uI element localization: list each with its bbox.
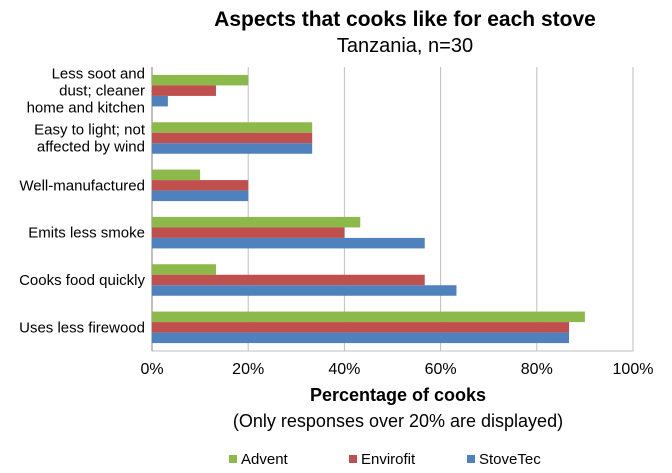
legend-label: Advent xyxy=(241,451,289,468)
chart-subtitle: Tanzania, n=30 xyxy=(337,35,473,57)
category-label: Uses less firewood xyxy=(19,319,145,336)
bar-advent xyxy=(152,122,313,133)
bar-advent xyxy=(152,216,361,228)
bar-advent xyxy=(152,264,216,275)
legend-swatch xyxy=(467,455,475,463)
bar-envirofit xyxy=(152,274,425,286)
bar-envirofit xyxy=(152,227,345,238)
legend-item-envirofit: Envirofit xyxy=(349,451,416,468)
legend-label: StoveTec xyxy=(479,451,541,468)
legend-item-stovetec: StoveTec xyxy=(467,451,541,468)
bar-envirofit xyxy=(152,132,313,144)
category-label: Well-manufactured xyxy=(19,177,145,194)
legend-label: Envirofit xyxy=(361,451,416,468)
bar-stovetec xyxy=(152,143,313,154)
category-labels: Less soot and dust; cleaner home and kitch… xyxy=(19,66,146,337)
x-axis-title: Percentage of cooks xyxy=(310,385,486,405)
legend-swatch xyxy=(229,455,237,463)
bar-stovetec xyxy=(152,237,425,249)
x-axis-note: (Only responses over 20% are displayed) xyxy=(233,411,563,431)
chart-title: Aspects that cooks like for each stove xyxy=(214,8,596,31)
legend: Advent Envirofit StoveTec xyxy=(229,451,541,468)
bar-advent xyxy=(152,311,585,323)
category-label: Emits less smoke xyxy=(28,225,145,242)
category-label: Easy to light; not affected by wind xyxy=(34,122,146,156)
legend-item-advent: Advent xyxy=(229,451,289,468)
legend-swatch xyxy=(349,455,357,463)
x-tick-label: 80% xyxy=(521,361,553,378)
x-tick-label: 0% xyxy=(140,361,163,378)
gridlines xyxy=(151,67,634,352)
x-tick-label: 60% xyxy=(425,361,457,378)
x-tick-label: 20% xyxy=(232,361,264,378)
bar-envirofit xyxy=(152,180,249,191)
bar-stovetec xyxy=(152,190,249,202)
bar-stovetec xyxy=(152,332,570,344)
category-label: Less soot and dust; cleaner home and kitch… xyxy=(27,66,145,117)
x-tick-labels: 0% 20% 40% 60% 80% 100% xyxy=(140,361,653,378)
category-label: Cooks food quickly xyxy=(19,272,145,289)
x-tick-label: 100% xyxy=(613,361,654,378)
x-tick-label: 40% xyxy=(328,361,360,378)
bar-advent xyxy=(152,169,201,181)
bars xyxy=(152,74,585,344)
bar-envirofit xyxy=(152,322,570,333)
bar-stovetec xyxy=(152,95,168,107)
bar-envirofit xyxy=(152,85,216,96)
bar-advent xyxy=(152,74,249,86)
bar-stovetec xyxy=(152,285,457,296)
